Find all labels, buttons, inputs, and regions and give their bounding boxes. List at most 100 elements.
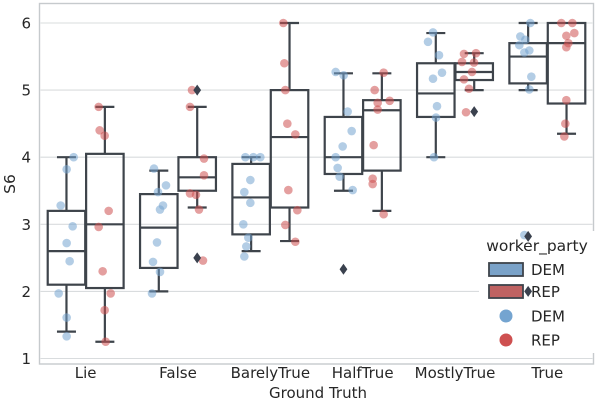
- x-tick-label: False: [159, 364, 197, 382]
- point-rep-barelytrue: [283, 119, 292, 128]
- point-dem-lie: [62, 313, 71, 322]
- point-dem-barelytrue: [246, 198, 255, 208]
- legend-dot-swatch-dem: [499, 309, 513, 323]
- x-tick-label: HalfTrue: [332, 364, 394, 382]
- point-dem-halftrue: [338, 142, 347, 151]
- point-dem-lie: [62, 238, 71, 248]
- point-dem-false: [153, 187, 163, 197]
- point-rep-halftrue: [369, 140, 378, 150]
- outliers: [193, 84, 533, 297]
- x-tick-label: Lie: [75, 364, 97, 382]
- x-tick-label: MostlyTrue: [415, 364, 496, 382]
- outlier-diamond-rep-false: [193, 252, 202, 264]
- legend-entry-label: REP: [531, 332, 560, 350]
- point-rep-false: [199, 171, 209, 180]
- point-dem-halftrue: [339, 71, 348, 80]
- point-rep-halftrue: [373, 98, 382, 108]
- point-dem-mostlytrue: [437, 68, 447, 77]
- point-rep-true: [568, 18, 577, 28]
- point-rep-halftrue: [370, 85, 379, 95]
- point-dem-true: [527, 72, 536, 81]
- point-dem-true: [526, 18, 535, 28]
- point-dem-mostlytrue: [428, 74, 438, 83]
- point-rep-barelytrue: [280, 58, 289, 68]
- y-axis-label: S6: [1, 174, 19, 194]
- outlier-diamond-dem-true: [524, 230, 533, 242]
- point-rep-mostlytrue: [457, 57, 467, 67]
- point-dem-lie: [62, 164, 71, 174]
- point-rep-barelytrue: [293, 205, 302, 215]
- point-rep-mostlytrue: [467, 67, 477, 77]
- point-dem-lie: [54, 289, 63, 298]
- legend-entry-label: REP: [531, 283, 560, 301]
- point-dem-halftrue: [347, 126, 356, 136]
- point-dem-mostlytrue: [429, 152, 439, 162]
- box-rep-lie: [85, 152, 125, 290]
- point-rep-true: [561, 119, 570, 128]
- point-rep-barelytrue: [291, 130, 300, 139]
- point-dem-lie: [65, 256, 74, 266]
- point-rep-mostlytrue: [461, 107, 471, 117]
- point-dem-halftrue: [348, 185, 357, 195]
- point-rep-mostlytrue: [471, 48, 481, 58]
- point-rep-true: [570, 28, 579, 38]
- point-rep-lie: [98, 266, 107, 276]
- point-rep-barelytrue: [291, 237, 300, 247]
- point-dem-barelytrue: [244, 233, 253, 243]
- box-rep-halftrue: [362, 99, 402, 172]
- point-rep-lie: [101, 337, 110, 347]
- point-rep-false: [199, 154, 209, 163]
- point-dem-true: [515, 40, 524, 50]
- legend-entry-label: DEM: [531, 308, 565, 326]
- point-dem-barelytrue: [240, 187, 249, 197]
- point-rep-true: [557, 18, 566, 28]
- point-rep-mostlytrue: [464, 84, 474, 94]
- point-dem-halftrue: [335, 172, 344, 181]
- point-dem-halftrue: [331, 152, 340, 162]
- point-rep-false: [187, 85, 197, 95]
- point-dem-halftrue: [333, 163, 342, 173]
- point-dem-halftrue: [343, 107, 352, 116]
- legend-dot-swatch-rep: [499, 333, 513, 347]
- point-dem-true: [525, 85, 534, 94]
- legend-title: worker_party: [486, 237, 588, 256]
- point-dem-false: [155, 205, 165, 214]
- point-rep-mostlytrue: [469, 58, 479, 67]
- y-tick-label: 4: [21, 149, 31, 167]
- gridlines: [38, 2, 595, 365]
- y-tick-label: 1: [21, 350, 31, 368]
- y-tick-label: 3: [21, 216, 31, 234]
- point-dem-lie: [62, 332, 71, 341]
- point-dem-mostlytrue: [434, 50, 444, 60]
- axes: 1 2 3 4 5 6 S6 Lie False BarelyTrue HalfTrue Mostly…: [1, 15, 563, 403]
- point-rep-true: [562, 42, 571, 52]
- point-dem-false: [148, 257, 158, 267]
- point-dem-barelytrue: [241, 152, 250, 162]
- strip-points: [54, 18, 579, 347]
- point-rep-mostlytrue: [459, 75, 469, 84]
- point-dem-true: [521, 35, 530, 45]
- point-dem-mostlytrue: [428, 28, 438, 37]
- point-rep-barelytrue: [281, 85, 290, 95]
- legend-entry-label: DEM: [531, 261, 565, 279]
- point-dem-barelytrue: [242, 242, 251, 251]
- legend: worker_party DEM REP DEM REP: [479, 231, 595, 353]
- point-rep-halftrue: [368, 179, 377, 189]
- point-rep-false: [185, 102, 195, 112]
- point-rep-lie: [100, 305, 109, 315]
- point-rep-lie: [94, 102, 103, 112]
- y-tick-label: 2: [21, 283, 31, 301]
- point-dem-mostlytrue: [432, 101, 442, 111]
- point-rep-halftrue: [385, 96, 394, 106]
- point-dem-halftrue: [331, 67, 340, 77]
- point-dem-mostlytrue: [431, 113, 441, 122]
- point-rep-false: [191, 190, 201, 200]
- point-dem-false: [155, 267, 165, 277]
- point-rep-true: [562, 95, 571, 105]
- point-dem-true: [520, 48, 529, 57]
- y-tick-label: 6: [21, 15, 31, 33]
- point-dem-false: [152, 238, 162, 247]
- point-rep-barelytrue: [279, 18, 288, 28]
- x-tick-label: BarelyTrue: [231, 364, 310, 382]
